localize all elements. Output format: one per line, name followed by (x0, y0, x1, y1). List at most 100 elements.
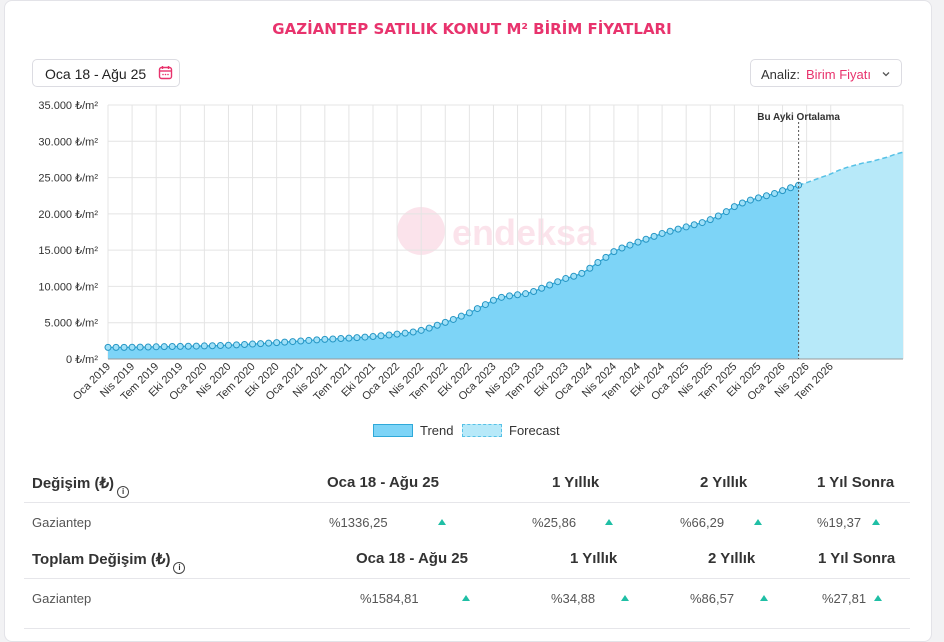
trend-point (779, 187, 787, 195)
trend-point (674, 225, 682, 233)
trend-point (200, 342, 208, 350)
total-header-label: Toplam Değişim (₺) i (32, 550, 186, 574)
legend-label-trend[interactable]: Trend (420, 423, 454, 438)
trend-point (249, 340, 257, 348)
y-tick-label: 0 ₺/m² (66, 354, 98, 366)
date-range-label: Oca 18 - Ağu 25 (45, 66, 147, 82)
change-header-1y: 1 Yıllık (552, 474, 600, 491)
change-header-range: Oca 18 - Ağu 25 (327, 474, 439, 491)
trend-point (417, 326, 425, 334)
trend-point (538, 284, 546, 292)
trend-point (658, 229, 666, 237)
trend-point (746, 196, 754, 204)
legend-label-forecast[interactable]: Forecast (509, 423, 560, 438)
trend-point (337, 335, 345, 343)
trend-point (578, 269, 586, 277)
legend-swatch-forecast[interactable] (462, 424, 502, 437)
date-range-picker[interactable]: Oca 18 - Ağu 25 (32, 59, 180, 87)
y-tick-label: 5.000 ₺/m² (45, 318, 99, 330)
trend-point (168, 343, 176, 351)
trend-point (489, 296, 497, 304)
trend-point (184, 342, 192, 350)
trend-point (570, 272, 578, 280)
trend-point (120, 343, 128, 351)
trend-point (305, 336, 313, 344)
change-header-next-year: 1 Yıl Sonra (817, 474, 895, 491)
trend-point (377, 332, 385, 340)
change-header-label: Değişim (₺) i (32, 474, 130, 498)
info-icon[interactable]: i (173, 562, 186, 574)
trend-point (208, 342, 216, 350)
y-tick-label: 10.000 ₺/m² (38, 281, 98, 293)
trend-point (160, 343, 168, 351)
trend-point (449, 315, 457, 323)
trend-point (650, 232, 658, 240)
trend-point (353, 334, 361, 342)
trend-point (433, 321, 441, 329)
trend-point (176, 342, 184, 350)
trend-point (465, 309, 473, 317)
trend-point (506, 292, 514, 300)
trend-point (497, 293, 505, 301)
trend-point (554, 278, 562, 286)
up-arrow-icon (621, 595, 629, 601)
trend-point (321, 335, 329, 343)
calendar-icon (158, 65, 173, 83)
info-icon[interactable]: i (117, 486, 130, 498)
change-table: Değişim (₺) i Oca 18 - Ağu 25 1 Yıllık 2 … (24, 462, 910, 540)
trend-point (722, 208, 730, 216)
row-2y-value: %66,29 (680, 515, 725, 530)
up-arrow-icon (754, 519, 762, 525)
up-arrow-icon (605, 519, 613, 525)
trend-point (104, 343, 112, 351)
trend-point (457, 312, 465, 320)
up-arrow-icon (874, 595, 882, 601)
divider (24, 628, 910, 629)
trend-point (441, 318, 449, 326)
trend-point (514, 291, 522, 299)
price-chart: endeksa 0 ₺/m² 5.000 ₺/m² 10.000 ₺/m² 15.000… (38, 100, 904, 403)
row-range-value: %1336,25 (329, 515, 388, 530)
trend-point (136, 343, 144, 351)
trend-point (690, 221, 698, 229)
trend-area (108, 185, 799, 359)
analysis-dropdown[interactable]: Analiz: Birim Fiyatı (750, 59, 902, 87)
forecast-area (798, 152, 903, 359)
up-arrow-icon (872, 519, 880, 525)
trend-point (152, 343, 160, 351)
trend-point (626, 241, 634, 249)
trend-point (562, 274, 570, 282)
trend-point (706, 216, 714, 224)
trend-point (329, 335, 337, 343)
row-1y-value: %34,88 (551, 591, 596, 606)
forecast-line (798, 151, 904, 186)
y-tick-label: 15.000 ₺/m² (38, 245, 98, 257)
annotation-label: Bu Ayki Ortalama (757, 112, 840, 123)
row-2y-value: %86,57 (690, 591, 735, 606)
trend-point (224, 341, 232, 349)
trend-point (730, 203, 738, 211)
trend-point (714, 212, 722, 220)
trend-point (232, 341, 240, 349)
analysis-value: Birim Fiyatı (806, 67, 871, 82)
trend-point (738, 199, 746, 207)
analysis-label: Analiz: (761, 67, 801, 82)
trend-point (409, 328, 417, 336)
trend-point (682, 223, 690, 231)
trend-point (602, 253, 610, 261)
watermark-text: endeksa (452, 212, 597, 253)
trend-point (666, 227, 674, 235)
trend-point (345, 334, 353, 342)
table-row: Gaziantep %1584,81 %34,88 %86,57 %27,81 (24, 579, 910, 616)
trend-point (642, 235, 650, 243)
trend-point (361, 333, 369, 341)
legend-swatch-trend[interactable] (373, 424, 413, 437)
trend-point (425, 324, 433, 332)
row-city: Gaziantep (32, 591, 92, 606)
row-city: Gaziantep (32, 515, 92, 530)
y-tick-label: 20.000 ₺/m² (38, 209, 98, 221)
chevron-down-icon (881, 67, 891, 82)
trend-point (634, 238, 642, 246)
trend-point (393, 330, 401, 338)
y-tick-label: 30.000 ₺/m² (38, 136, 98, 148)
